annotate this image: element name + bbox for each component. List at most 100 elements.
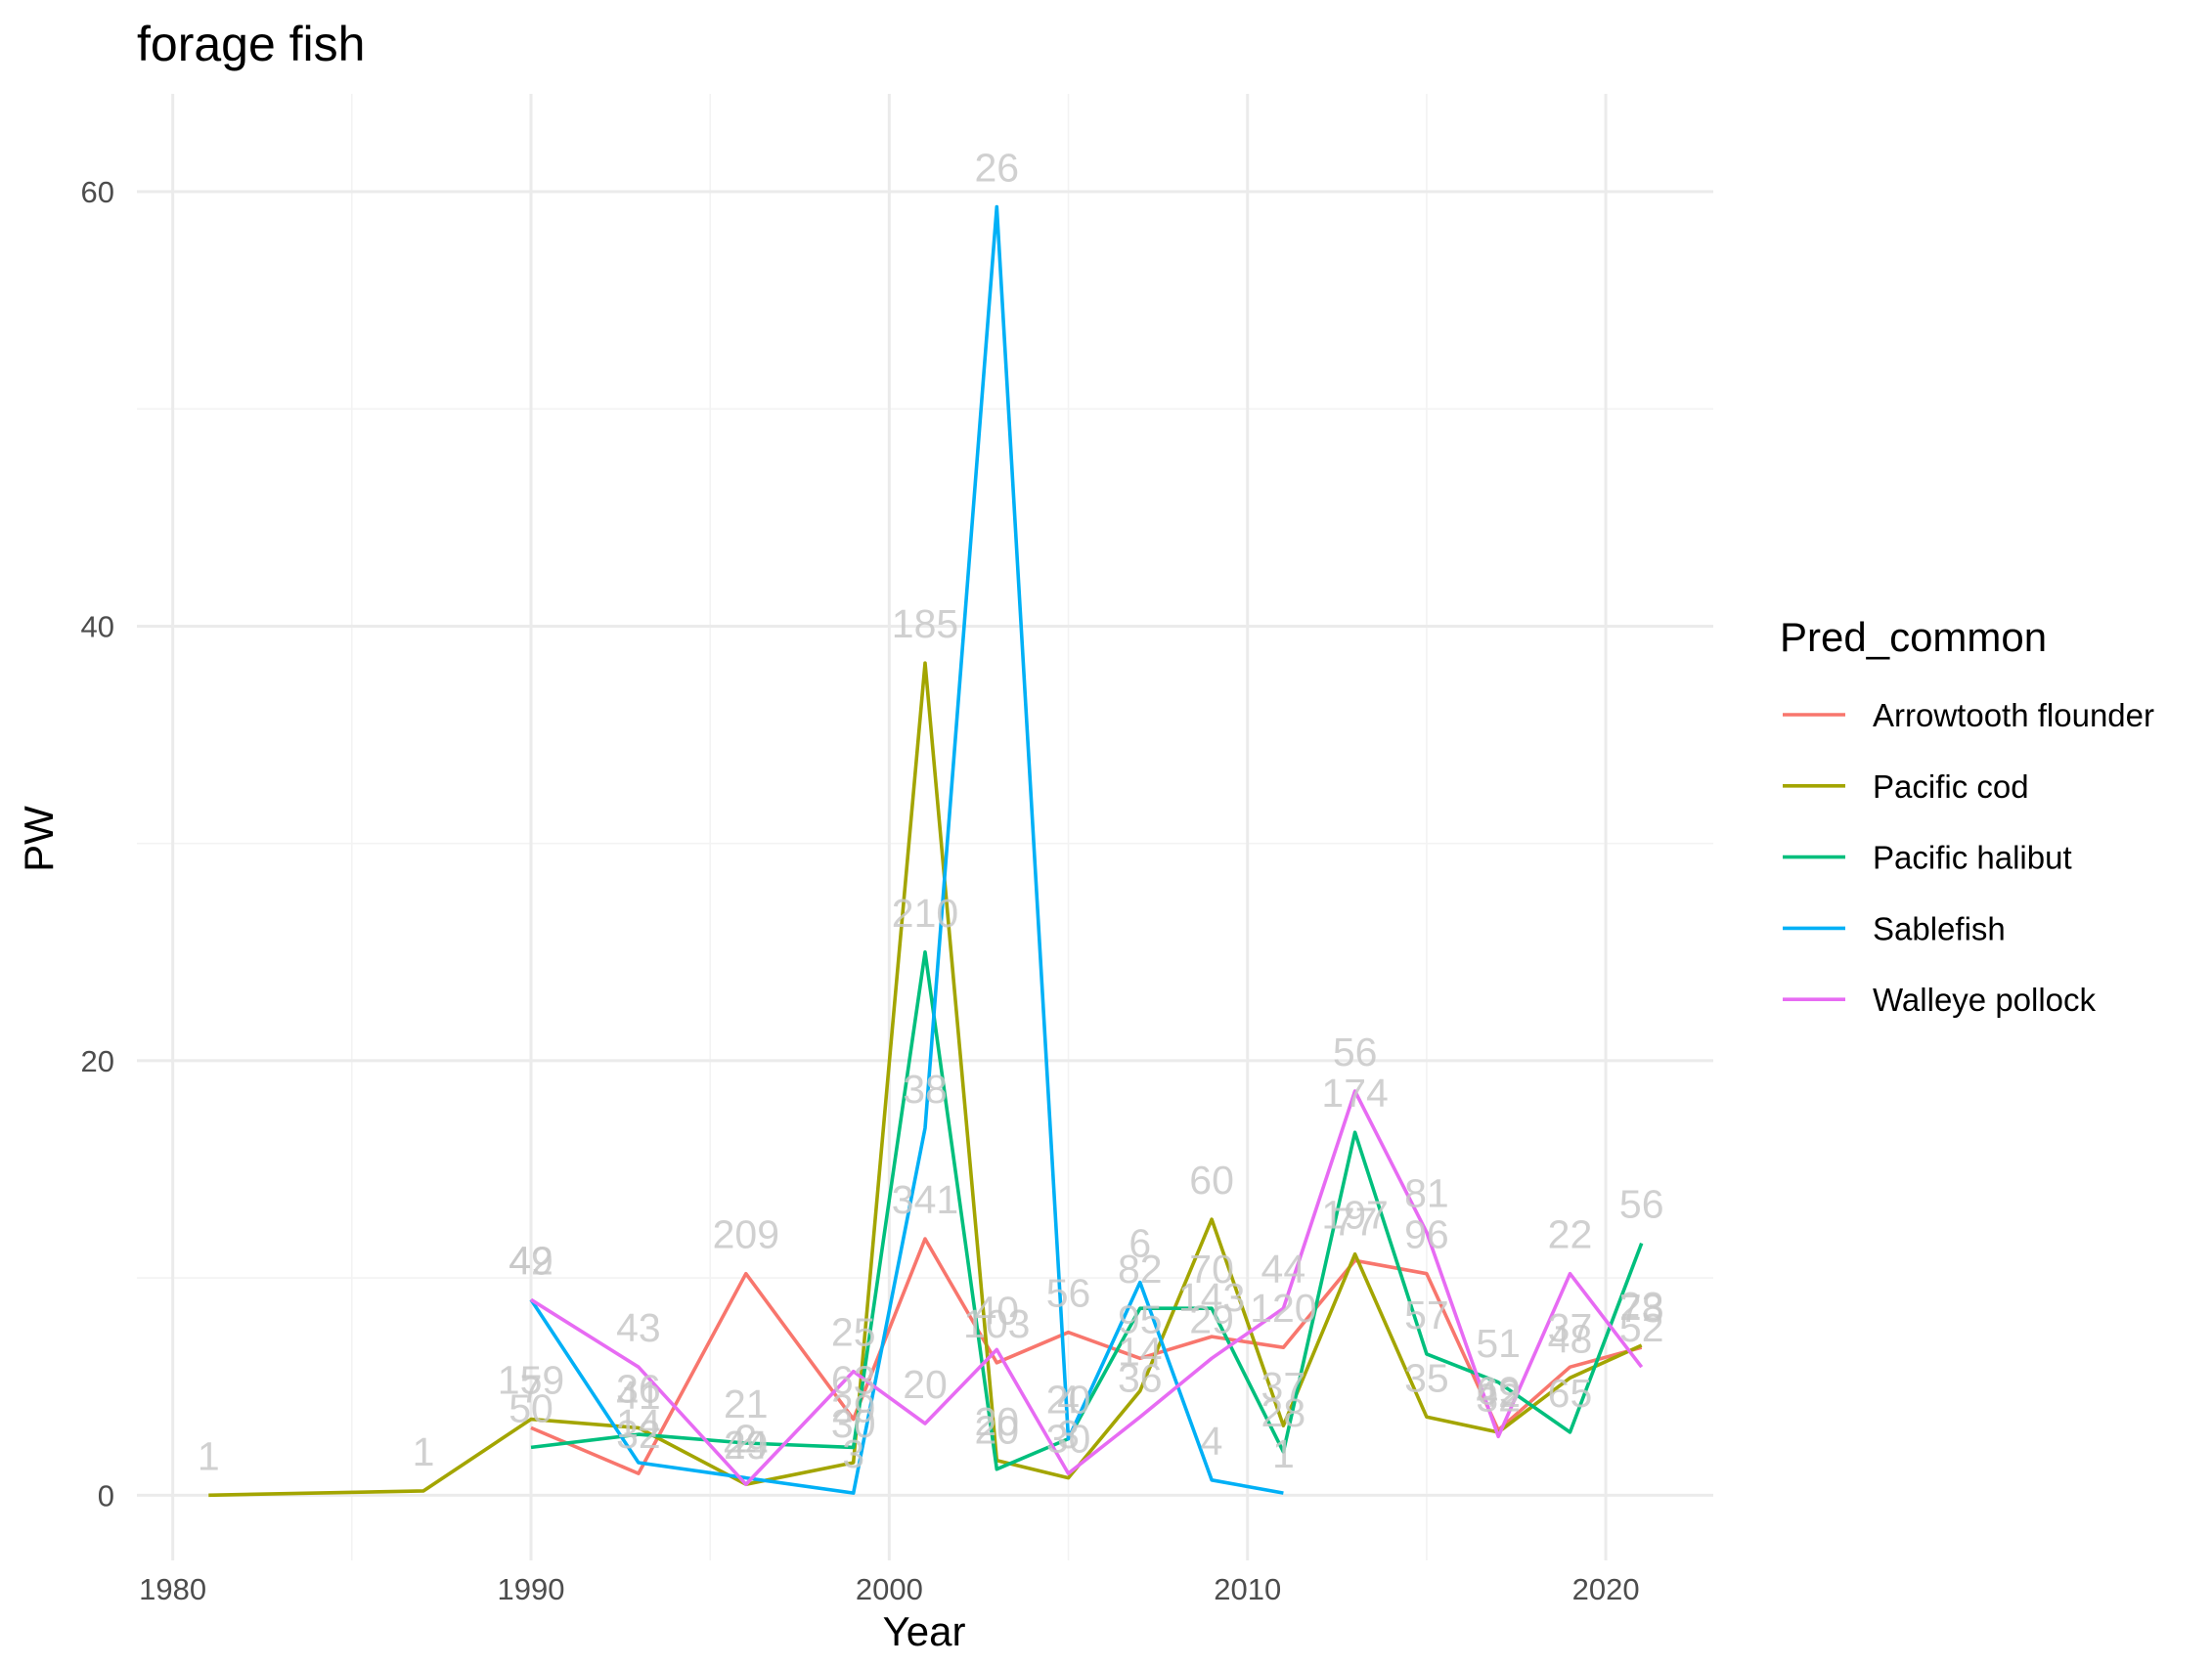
point-label-pacific-halibut: 20 [974, 1408, 1019, 1453]
point-label-walleye-pollock: 22 [1548, 1212, 1593, 1257]
point-label-sablefish: 3 [842, 1431, 864, 1476]
point-label-arrowtooth-flounder: 143 [1178, 1275, 1245, 1320]
legend-item-pacific-halibut: Pacific halibut [1783, 840, 2072, 876]
point-label-walleye-pollock: 56 [1333, 1030, 1378, 1074]
point-label-pacific-halibut: 57 [1404, 1293, 1449, 1337]
point-label-pacific-cod: 42 [1476, 1371, 1521, 1416]
point-label-arrowtooth-flounder: 56 [1046, 1271, 1091, 1316]
point-label-sablefish: 6 [1128, 1221, 1151, 1266]
point-label-pacific-cod: 159 [498, 1358, 564, 1403]
point-label-sablefish: 26 [974, 146, 1019, 191]
legend-label-arrowtooth-flounder: Arrowtooth flounder [1873, 697, 2154, 733]
point-label-pacific-cod: 35 [1404, 1355, 1449, 1400]
y-tick-label: 60 [81, 175, 114, 209]
point-label-walleye-pollock: 52 [1619, 1305, 1664, 1350]
x-tick-label: 2010 [1214, 1572, 1281, 1606]
point-label-pacific-cod: 36 [616, 1366, 661, 1411]
point-label-arrowtooth-flounder: 32 [616, 1412, 661, 1457]
point-label-pacific-cod: 24 [724, 1423, 769, 1468]
chart-title: forage fish [137, 17, 365, 71]
y-axis-ticks: 0 20 40 60 [81, 175, 114, 1513]
point-label-pacific-halibut: 82 [1118, 1247, 1163, 1292]
point-label-pacific-halibut: 21 [724, 1381, 769, 1426]
point-label-sablefish: 4 [1201, 1419, 1223, 1464]
point-label-arrowtooth-flounder: 69 [1476, 1369, 1521, 1414]
x-tick-label: 1990 [498, 1572, 565, 1606]
point-label-arrowtooth-flounder: 7 [520, 1366, 543, 1411]
point-label-pacific-cod: 37 [1261, 1364, 1306, 1409]
point-label-walleye-pollock: 29 [1189, 1296, 1234, 1341]
y-axis-title: PW [16, 806, 62, 872]
point-label-pacific-cod: 14 [1118, 1330, 1163, 1375]
point-label-walleye-pollock: 40 [974, 1288, 1019, 1333]
point-label-walleye-pollock: 36 [1118, 1355, 1163, 1400]
point-label-walleye-pollock: 32 [1476, 1375, 1521, 1420]
point-label-pacific-halibut: 174 [1321, 1071, 1388, 1116]
point-label-arrowtooth-flounder: 95 [1118, 1296, 1163, 1341]
point-label-pacific-halibut: 70 [1189, 1247, 1234, 1292]
point-label-walleye-pollock: 44 [1261, 1247, 1306, 1292]
x-tick-label: 1980 [139, 1572, 206, 1606]
legend-item-walleye-pollock: Walleye pollock [1783, 982, 2097, 1018]
y-tick-label: 20 [81, 1044, 114, 1078]
point-label-pacific-halibut: 50 [509, 1385, 553, 1430]
point-label-arrowtooth-flounder: 77 [1333, 1199, 1378, 1244]
point-label-sablefish: 14 [616, 1401, 661, 1446]
point-label-arrowtooth-flounder: 209 [713, 1212, 779, 1257]
legend-item-sablefish: Sablefish [1783, 910, 2006, 946]
point-label-pacific-cod: 1 [198, 1433, 220, 1478]
legend-item-arrowtooth-flounder: Arrowtooth flounder [1783, 697, 2154, 733]
point-label-arrowtooth-flounder: 341 [892, 1177, 958, 1222]
legend-title: Pred_common [1780, 614, 2047, 660]
y-tick-label: 0 [98, 1478, 114, 1513]
point-label-sablefish: 1 [1272, 1431, 1295, 1476]
point-label-walleye-pollock: 49 [724, 1423, 769, 1468]
x-tick-label: 2000 [856, 1572, 923, 1606]
point-label-walleye-pollock: 49 [509, 1238, 553, 1283]
point-label-walleye-pollock: 25 [831, 1310, 876, 1355]
series-line-arrowtooth-flounder [530, 1237, 1643, 1475]
point-label-pacific-halibut: 28 [1261, 1390, 1306, 1435]
point-label-pacific-cod: 185 [892, 601, 958, 646]
point-label-pacific-cod: 30 [831, 1401, 876, 1446]
point-label-arrowtooth-flounder: 63 [831, 1358, 876, 1403]
x-tick-label: 2020 [1572, 1572, 1640, 1606]
point-label-pacific-cod: 60 [1189, 1158, 1234, 1203]
legend-label-pacific-cod: Pacific cod [1873, 768, 2029, 805]
series-line-pacific-cod [208, 661, 1643, 1498]
point-label-pacific-halibut: 51 [1476, 1321, 1521, 1366]
point-label-pacific-halibut: 29 [831, 1385, 876, 1430]
point-label-pacific-halibut: 65 [1548, 1371, 1593, 1416]
point-label-pacific-halibut: 20 [1046, 1378, 1091, 1423]
point-label-pacific-cod: 197 [1321, 1193, 1388, 1238]
legend-label-sablefish: Sablefish [1873, 910, 2006, 946]
series-line-walleye-pollock [530, 1089, 1644, 1486]
point-label-sablefish: 4 [1057, 1378, 1080, 1423]
point-label-walleye-pollock: 20 [903, 1362, 948, 1407]
legend-item-pacific-cod: Pacific cod [1783, 768, 2029, 805]
legend-label-pacific-halibut: Pacific halibut [1873, 840, 2072, 876]
point-label-walleye-pollock: 81 [1404, 1170, 1449, 1215]
point-label-arrowtooth-flounder: 37 [1548, 1305, 1593, 1350]
point-label-sablefish: 42 [509, 1238, 553, 1283]
point-label-pacific-halibut: 56 [1619, 1182, 1664, 1227]
x-axis-ticks: 1980 1990 2000 2010 2020 [139, 1572, 1639, 1606]
point-label-arrowtooth-flounder: 103 [963, 1301, 1030, 1346]
point-label-walleye-pollock: 3 [1057, 1412, 1080, 1457]
legend: Pred_common Arrowtooth flounder Pacific c… [1780, 614, 2154, 1018]
legend-items: Arrowtooth flounder Pacific cod Pacific ha… [1783, 697, 2154, 1018]
x-axis-title: Year [883, 1608, 966, 1654]
point-label-pacific-cod: 1 [413, 1429, 435, 1474]
legend-label-walleye-pollock: Walleye pollock [1873, 982, 2097, 1018]
point-label-pacific-cod: 23 [1619, 1284, 1664, 1329]
series-lines [208, 204, 1644, 1498]
point-label-arrowtooth-flounder: 120 [1250, 1286, 1316, 1331]
series-line-sablefish [529, 204, 1284, 1495]
point-label-pacific-halibut: 210 [892, 891, 958, 936]
point-label-arrowtooth-flounder: 96 [1404, 1212, 1449, 1257]
point-label-pacific-cod: 48 [1548, 1316, 1593, 1361]
point-label-walleye-pollock: 43 [616, 1305, 661, 1350]
y-tick-label: 40 [81, 609, 114, 643]
